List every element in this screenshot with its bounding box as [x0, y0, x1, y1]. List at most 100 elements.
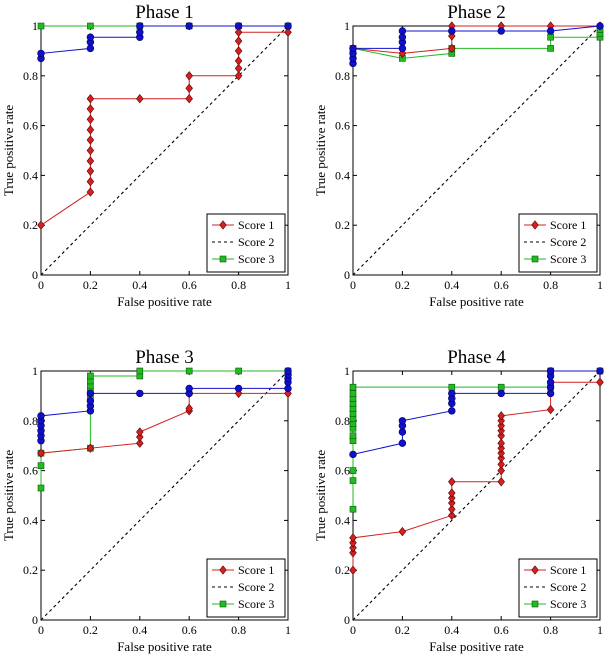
y-tick-label: 0.6 — [23, 119, 38, 133]
data-point — [86, 145, 95, 156]
series-unlabeled — [349, 22, 604, 68]
y-tick-label: 0.2 — [335, 218, 350, 232]
series-line — [40, 392, 288, 454]
data-point — [497, 421, 505, 431]
data-point — [497, 438, 505, 448]
data-point — [349, 467, 357, 474]
data-point — [349, 432, 357, 440]
data-point — [497, 426, 505, 436]
series-score-2 — [40, 25, 289, 276]
legend-label: Score 1 — [550, 563, 586, 577]
series-score-3 — [349, 367, 604, 513]
roc-panel-2: 0 0.2 0.4 0.6 0.8 1 0 0.2 0.4 0.6 0.8 1 Phase 2 False… — [313, 2, 604, 309]
data-point — [546, 404, 555, 415]
y-tick-label: 1 — [32, 19, 38, 33]
data-point — [448, 493, 456, 503]
y-axis-label: True positive rate — [313, 450, 328, 541]
data-point — [349, 533, 357, 543]
data-point — [596, 22, 604, 30]
data-point — [86, 443, 95, 453]
series-line — [40, 31, 288, 226]
data-point — [547, 45, 554, 52]
x-axis-label: False positive rate — [429, 294, 524, 309]
data-point — [284, 27, 292, 37]
data-point — [234, 46, 243, 56]
x-tick-label: 0.6 — [494, 623, 509, 637]
data-point — [497, 27, 505, 35]
data-point — [37, 448, 45, 458]
data-point — [546, 389, 555, 398]
x-tick-label: 0.8 — [543, 623, 558, 637]
data-point — [284, 384, 292, 393]
x-tick-label: 0.2 — [83, 278, 98, 292]
data-point — [136, 432, 144, 442]
legend-box — [206, 213, 286, 273]
x-axis-label: False positive rate — [117, 294, 212, 309]
data-point — [87, 372, 94, 380]
x-tick-label: 0 — [38, 278, 44, 292]
data-point — [284, 367, 292, 375]
data-point — [349, 505, 357, 513]
chart-title: Phase 3 — [135, 347, 194, 368]
data-point — [86, 166, 95, 176]
chart-title: Phase 4 — [447, 347, 506, 368]
data-point — [497, 383, 505, 391]
data-point — [448, 510, 456, 521]
y-tick-label: 0.2 — [335, 563, 350, 577]
y-tick-label: 1 — [344, 19, 350, 33]
y-tick-label: 0.6 — [23, 464, 38, 478]
legend-box — [518, 213, 598, 273]
y-tick-label: 0.4 — [23, 168, 38, 182]
data-point — [234, 384, 243, 393]
data-point — [86, 114, 95, 125]
data-point — [234, 27, 243, 37]
legend-marker — [531, 600, 539, 608]
data-point — [497, 431, 505, 441]
series-score-1 — [349, 21, 604, 59]
data-point — [497, 416, 505, 426]
legend-label: Score 3 — [238, 252, 274, 266]
series-line — [352, 370, 601, 621]
series-unlabeled — [349, 367, 604, 459]
data-point — [234, 71, 243, 81]
data-point — [497, 459, 505, 470]
data-point — [86, 389, 95, 398]
data-point — [234, 22, 243, 30]
x-tick-label: 0.2 — [395, 278, 410, 292]
series-score-3 — [349, 26, 604, 62]
data-point — [398, 526, 407, 537]
x-tick-label: 0 — [38, 623, 44, 637]
data-point — [235, 367, 242, 375]
y-tick-label: 0.4 — [23, 513, 38, 527]
series-line — [352, 25, 601, 64]
series-line — [40, 371, 289, 441]
data-point — [497, 443, 505, 453]
series-line — [352, 381, 600, 571]
data-point — [86, 33, 95, 41]
roc-panel-3: 0 0.2 0.4 0.6 0.8 1 0 0.2 0.4 0.6 0.8 1 Phase 3 False… — [1, 347, 292, 654]
legend-label: Score 1 — [550, 218, 586, 232]
x-axis-label: False positive rate — [117, 639, 212, 654]
data-point — [86, 156, 95, 166]
data-point — [448, 389, 456, 398]
data-point — [349, 548, 357, 558]
y-tick-label: 0.6 — [335, 464, 350, 478]
data-point — [185, 403, 193, 414]
series-line — [352, 370, 600, 455]
data-point — [349, 44, 357, 53]
data-point — [234, 36, 243, 46]
data-point — [37, 220, 45, 230]
data-point — [497, 477, 505, 487]
data-point — [37, 462, 45, 469]
x-tick-label: 1 — [597, 278, 603, 292]
data-point — [86, 44, 95, 53]
data-point — [37, 484, 45, 492]
x-tick-label: 0.6 — [182, 278, 197, 292]
y-tick-label: 0.8 — [23, 414, 38, 428]
legend-marker — [531, 565, 539, 575]
legend-label: Score 2 — [238, 235, 274, 249]
x-tick-label: 0.6 — [494, 278, 509, 292]
data-point — [596, 367, 604, 375]
x-tick-label: 0 — [350, 623, 356, 637]
legend: Score 1 Score 2 Score 3 — [518, 213, 598, 273]
